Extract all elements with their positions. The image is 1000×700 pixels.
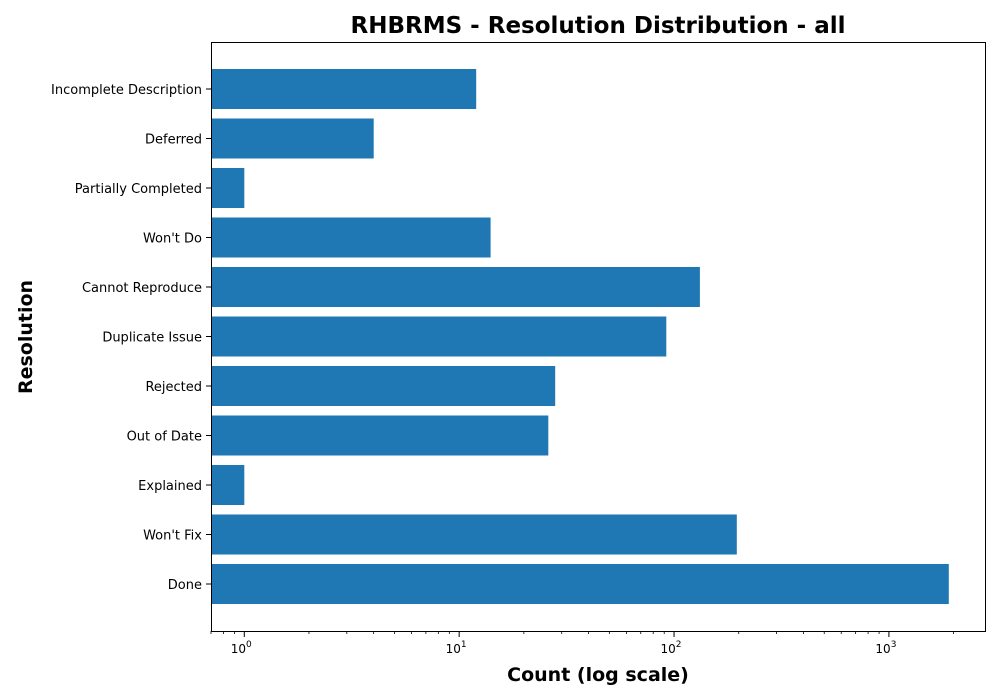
bar (211, 217, 491, 258)
bar (211, 118, 374, 159)
bar (211, 514, 737, 555)
chart-title: RHBRMS - Resolution Distribution - all (351, 13, 846, 39)
bar (211, 316, 667, 357)
y-tick-label: Done (168, 578, 202, 593)
y-tick-label: Won't Do (143, 232, 202, 247)
x-tick-label: 101 (446, 640, 467, 656)
bars-group (211, 69, 949, 604)
x-axis-label: Count (log scale) (507, 664, 689, 686)
y-tick-label: Won't Fix (143, 529, 202, 544)
y-tick-label: Out of Date (127, 430, 202, 445)
bar (211, 267, 700, 307)
y-tick-label: Incomplete Description (51, 83, 202, 98)
bar (211, 564, 949, 604)
x-tick-label: 103 (875, 640, 896, 656)
x-axis: 100 101 102 103 (210, 631, 955, 656)
plot-frame (211, 42, 986, 632)
y-tick-label: Rejected (145, 380, 202, 395)
y-axis-label: Resolution (15, 280, 37, 394)
x-tick-label: 102 (661, 640, 682, 656)
x-tick-label: 100 (231, 640, 252, 656)
bar (211, 69, 477, 109)
y-tick-label: Partially Completed (75, 182, 202, 197)
y-axis: Incomplete Description Deferred Partially … (51, 83, 211, 593)
y-tick-label: Duplicate Issue (102, 331, 202, 346)
y-tick-label: Explained (138, 479, 202, 494)
bar (211, 415, 549, 456)
y-tick-label: Cannot Reproduce (82, 281, 202, 296)
bar (211, 465, 245, 505)
bar (211, 168, 245, 208)
y-tick-label: Deferred (145, 133, 202, 148)
bar (211, 366, 556, 406)
